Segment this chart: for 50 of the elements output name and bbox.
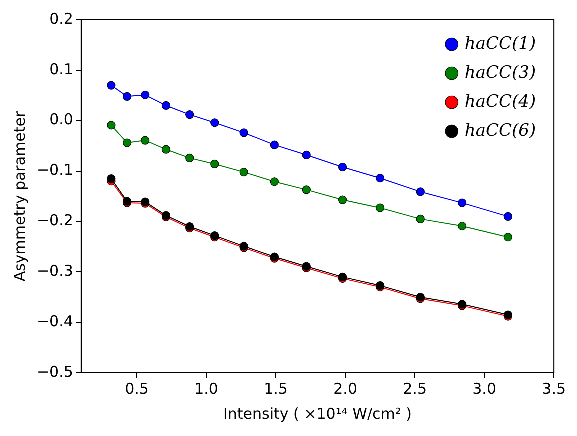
y-tick-label: 0.1 <box>50 60 74 78</box>
point <box>338 162 348 172</box>
legend-label: haCC(6) <box>464 120 536 141</box>
y-tick-label: −0.5 <box>36 362 74 381</box>
point <box>186 154 194 162</box>
x-tick-label: 0.5 <box>125 380 149 398</box>
point <box>162 145 171 154</box>
y-tick-label: −0.3 <box>36 262 74 280</box>
point <box>376 204 385 212</box>
point <box>458 198 467 208</box>
y-tick-label: −0.4 <box>36 312 74 330</box>
point <box>302 186 311 194</box>
point <box>458 222 467 231</box>
point <box>141 90 150 100</box>
x-tick-label: 1.0 <box>194 380 218 398</box>
legend-label: haCC(3) <box>464 62 536 83</box>
y-tick-label: −0.1 <box>36 161 74 180</box>
point <box>240 168 248 177</box>
point <box>416 188 425 196</box>
y-tick-label: 0.0 <box>50 110 74 129</box>
x-tick-label: 1.5 <box>264 380 288 398</box>
point <box>338 196 348 204</box>
x-tick-label: 3.0 <box>472 380 496 398</box>
point <box>107 121 116 130</box>
x-tick-label: 2.5 <box>403 380 427 398</box>
point <box>416 214 425 224</box>
point <box>270 140 279 150</box>
x-tick-label: 3.5 <box>542 380 566 398</box>
point <box>123 138 132 148</box>
point <box>107 174 116 184</box>
point <box>162 101 171 110</box>
point <box>504 212 512 221</box>
y-axis-title: Asymmetry parameter <box>10 110 29 282</box>
point <box>210 118 220 128</box>
point <box>240 128 248 138</box>
point <box>302 150 311 160</box>
point <box>504 233 512 242</box>
y-tick-label: −0.2 <box>36 212 74 230</box>
legend-label: haCC(1) <box>464 34 536 54</box>
point <box>186 110 194 120</box>
point <box>376 174 385 183</box>
point <box>141 136 150 145</box>
legend-label: haCC(4) <box>464 92 536 112</box>
y-tick-label: 0.2 <box>50 10 74 28</box>
point <box>123 92 132 101</box>
x-tick-label: 2.0 <box>334 380 358 398</box>
point <box>210 160 220 169</box>
point <box>107 81 116 90</box>
point <box>270 178 279 186</box>
x-axis-title: Intensity ( ×10¹⁴ W/cm² ) <box>223 404 412 423</box>
